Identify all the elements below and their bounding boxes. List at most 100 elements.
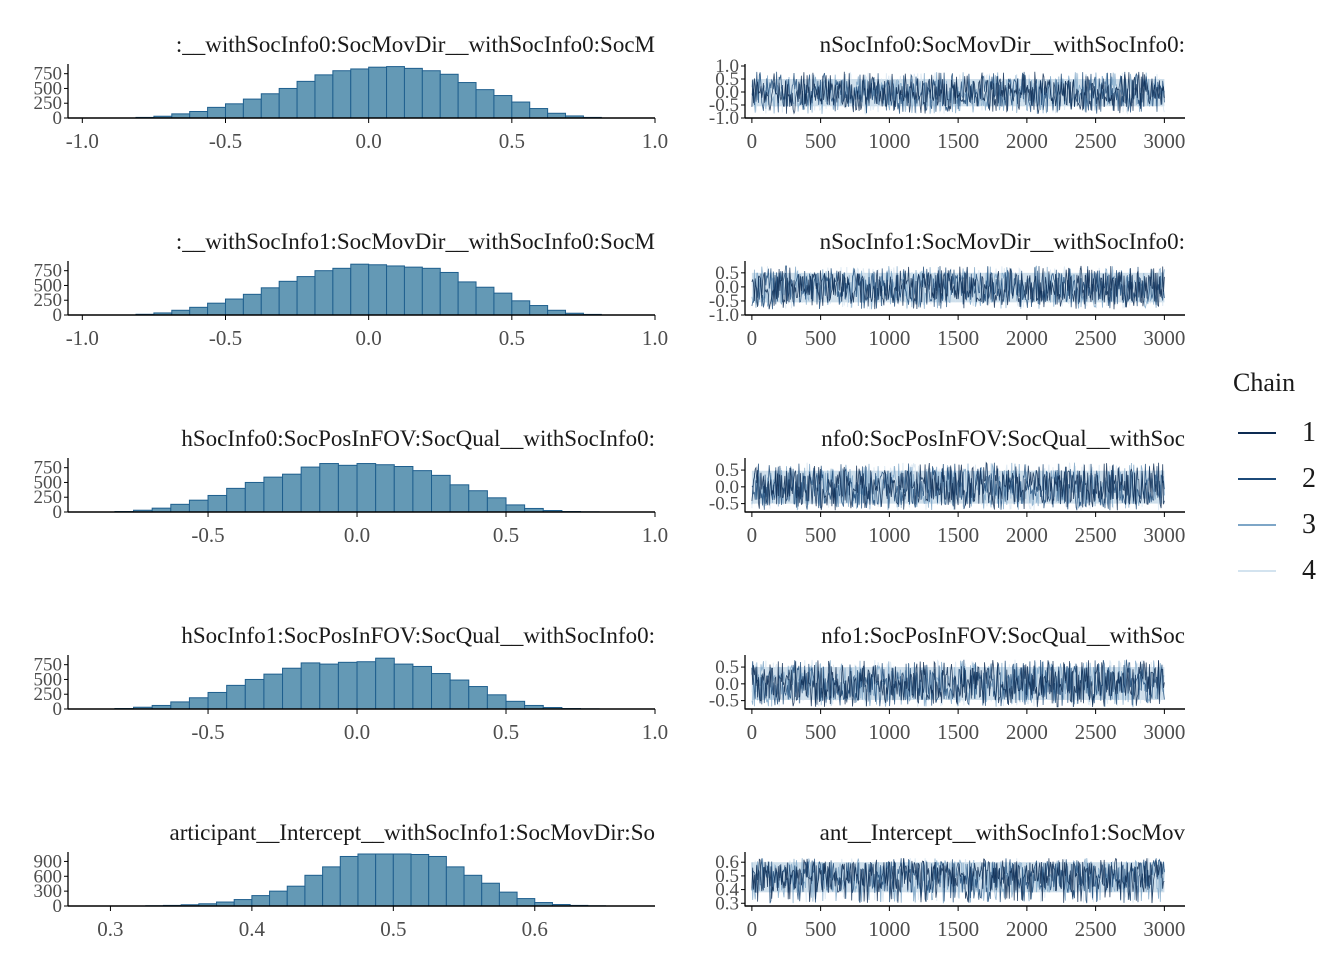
x-tick-label: -1.0 — [66, 326, 99, 350]
histogram-bar — [493, 95, 513, 119]
histogram-bar — [226, 487, 246, 513]
histogram-bar — [170, 701, 190, 710]
y-tick-label: 0 — [53, 502, 63, 523]
histogram-bar — [207, 106, 226, 119]
histogram-bar — [439, 73, 459, 119]
histogram-bar — [224, 298, 244, 316]
histogram-bar — [410, 853, 430, 907]
histogram-bar — [468, 490, 488, 513]
histogram-bar — [386, 66, 405, 119]
y-tick-label: 900 — [34, 851, 63, 872]
x-tick-label: 1000 — [868, 917, 910, 941]
x-tick-label: 0.3 — [97, 917, 123, 941]
histogram-panel: :__withSocInfo0:SocMovDir__withSocInfo0:… — [34, 32, 669, 153]
x-tick-label: -0.5 — [209, 129, 242, 153]
x-tick-label: 2000 — [1006, 326, 1048, 350]
y-tick-label: -0.5 — [709, 494, 739, 515]
x-tick-label: -0.5 — [191, 523, 224, 547]
histogram-bar — [486, 497, 507, 513]
y-tick-label: -1.0 — [709, 305, 739, 326]
histogram-bar — [207, 494, 228, 513]
y-tick-label: 750 — [34, 64, 63, 85]
histogram-bar — [188, 499, 209, 513]
y-tick-label: 0.4 — [715, 880, 739, 901]
histogram-bar — [263, 673, 284, 710]
histogram-bar — [296, 80, 316, 119]
trace-panel: nSocInfo1:SocMovDir__withSocInfo0: -1.0-0… — [709, 229, 1185, 350]
chain-legend: Chain 1 2 3 4 — [1230, 368, 1340, 594]
y-tick-label: -0.5 — [709, 291, 739, 312]
x-tick-label: 1000 — [868, 523, 910, 547]
histogram-bar — [475, 286, 495, 316]
y-tick-label: -0.5 — [709, 95, 739, 116]
panel-title: nSocInfo0:SocMovDir__withSocInfo0: — [820, 32, 1185, 57]
x-tick-label: 1.0 — [642, 523, 668, 547]
histogram-bar — [189, 111, 209, 119]
panel-title: hSocInfo1:SocPosInFOV:SocQual__withSocIn… — [181, 623, 655, 648]
y-tick-label: 250 — [34, 487, 63, 508]
x-tick-label: 0 — [747, 720, 758, 744]
y-tick-label: 0.0 — [715, 477, 739, 498]
histogram-bar — [263, 476, 284, 513]
histogram-bar — [251, 895, 271, 907]
histogram-bar — [505, 700, 526, 710]
histogram-bar — [511, 101, 531, 119]
histogram-bar — [189, 306, 209, 316]
x-tick-label: 2000 — [1006, 523, 1048, 547]
histogram-bar — [439, 271, 459, 316]
histogram-bar — [457, 82, 477, 119]
histogram-bar — [350, 263, 370, 316]
x-tick-label: 1500 — [937, 326, 979, 350]
histogram-panel: hSocInfo0:SocPosInFOV:SocQual__withSocIn… — [34, 426, 669, 547]
histogram-bar — [393, 663, 414, 710]
legend-swatch — [1238, 432, 1276, 434]
legend-label: 1 — [1302, 417, 1316, 448]
histogram-panel: :__withSocInfo1:SocMovDir__withSocInfo0:… — [34, 229, 669, 350]
y-tick-label: 750 — [34, 261, 63, 282]
y-tick-label: 0 — [53, 896, 63, 917]
y-tick-label: 0.0 — [715, 674, 739, 695]
chain-1-trace-line — [751, 857, 1165, 904]
histogram-bar — [314, 74, 334, 119]
x-tick-label: 2500 — [1075, 720, 1117, 744]
x-tick-label: 500 — [805, 917, 837, 941]
x-tick-label: 3000 — [1143, 326, 1185, 350]
histogram-bar — [403, 67, 423, 119]
histogram-bar — [475, 89, 495, 119]
x-tick-label: 500 — [805, 523, 837, 547]
x-tick-label: 0 — [747, 326, 758, 350]
legend-label: 4 — [1302, 555, 1316, 586]
histogram-panel: articipant__Intercept__withSocInfo1:SocM… — [34, 820, 655, 941]
legend-item-chain-4: 4 — [1230, 548, 1340, 594]
histogram-bar — [412, 665, 433, 710]
x-tick-label: 0.5 — [380, 917, 406, 941]
histogram-bar — [392, 853, 412, 907]
x-tick-label: 3000 — [1143, 917, 1185, 941]
x-tick-label: 1000 — [868, 129, 910, 153]
histogram-bar — [457, 281, 477, 316]
histogram-bar — [339, 855, 359, 907]
histogram-bar — [529, 305, 549, 316]
x-tick-label: 500 — [805, 129, 837, 153]
x-tick-label: 1.0 — [642, 129, 668, 153]
legend-label: 3 — [1302, 509, 1316, 540]
x-tick-label: 1000 — [868, 720, 910, 744]
histogram-bar — [529, 108, 549, 119]
y-tick-label: 0 — [53, 305, 63, 326]
legend-item-chain-3: 3 — [1230, 502, 1340, 548]
y-tick-label: 600 — [34, 866, 63, 887]
histogram-bar — [449, 679, 470, 710]
y-tick-label: 0.0 — [715, 277, 739, 298]
x-tick-label: 0 — [747, 129, 758, 153]
histogram-bar — [278, 87, 298, 119]
panel-title: articipant__Intercept__withSocInfo1:SocM… — [170, 820, 655, 845]
histogram-bar — [244, 481, 265, 513]
x-tick-label: 0.5 — [499, 326, 525, 350]
panel-title: ant__Intercept__withSocInfo1:SocMov — [820, 820, 1186, 845]
histogram-bar — [375, 464, 395, 513]
x-tick-label: 1.0 — [642, 720, 668, 744]
histogram-bar — [337, 464, 358, 513]
y-tick-label: 500 — [34, 669, 63, 690]
x-tick-label: 0.5 — [499, 129, 525, 153]
histogram-bar — [314, 270, 334, 316]
